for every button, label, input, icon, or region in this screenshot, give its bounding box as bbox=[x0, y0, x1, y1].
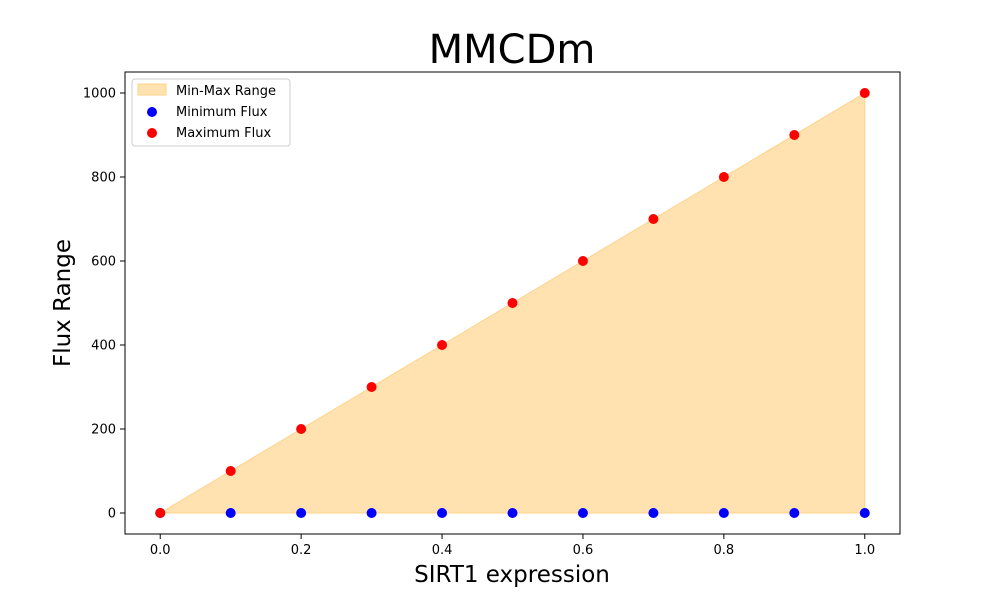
legend-label-minimum-flux: Minimum Flux bbox=[176, 105, 268, 120]
legend-label-min-max-range: Min-Max Range bbox=[176, 84, 276, 99]
maximum-flux-point bbox=[437, 340, 448, 350]
legend-marker-maximum-flux bbox=[147, 128, 157, 138]
minimum-flux-point bbox=[225, 508, 236, 518]
y-axis: 0 200 400 600 800 1000 bbox=[83, 87, 125, 522]
x-tick-label: 1.0 bbox=[854, 543, 875, 558]
y-tick-label: 0 bbox=[108, 507, 116, 522]
maximum-flux-point bbox=[577, 256, 588, 266]
maximum-flux-point bbox=[789, 130, 800, 140]
y-tick-label: 800 bbox=[91, 171, 116, 186]
minimum-flux-point bbox=[366, 508, 377, 518]
legend-label-maximum-flux: Maximum Flux bbox=[176, 126, 272, 141]
minimum-flux-point bbox=[437, 508, 448, 518]
x-axis-label: SIRT1 expression bbox=[414, 562, 610, 588]
chart-title: MMCDm bbox=[429, 27, 596, 73]
maximum-flux-point bbox=[155, 508, 166, 518]
minimum-flux-point bbox=[648, 508, 659, 518]
plot-frame bbox=[124, 71, 901, 535]
minimum-flux-point bbox=[859, 508, 870, 518]
minimum-flux-point bbox=[507, 508, 518, 518]
maximum-flux-point bbox=[859, 88, 870, 98]
x-axis: 0.0 0.2 0.4 0.6 0.8 1.0 bbox=[150, 534, 875, 558]
x-tick-label: 0.0 bbox=[150, 543, 171, 558]
points-layer bbox=[155, 88, 870, 518]
minimum-flux-point bbox=[789, 508, 800, 518]
x-tick-label: 0.2 bbox=[291, 543, 312, 558]
x-tick-label: 0.4 bbox=[432, 543, 453, 558]
y-axis-label: Flux Range bbox=[50, 239, 76, 367]
legend-swatch-min-max-range bbox=[137, 83, 167, 96]
x-tick-label: 0.6 bbox=[573, 543, 594, 558]
maximum-flux-point bbox=[648, 214, 659, 224]
minimum-flux-point bbox=[296, 508, 307, 518]
maximum-flux-point bbox=[366, 382, 377, 392]
y-tick-label: 600 bbox=[91, 255, 116, 270]
legend: Min-Max Range Minimum Flux Maximum Flux bbox=[131, 78, 291, 147]
y-tick-label: 400 bbox=[91, 339, 116, 354]
maximum-flux-point bbox=[296, 424, 307, 434]
maximum-flux-point bbox=[225, 466, 236, 476]
x-tick-label: 0.8 bbox=[714, 543, 735, 558]
legend-box bbox=[131, 78, 291, 147]
minimum-flux-point bbox=[577, 508, 588, 518]
maximum-flux-point bbox=[507, 298, 518, 308]
legend-marker-minimum-flux bbox=[147, 107, 157, 117]
y-tick-label: 200 bbox=[91, 423, 116, 438]
maximum-flux-point bbox=[718, 172, 729, 182]
minimum-flux-point bbox=[718, 508, 729, 518]
y-tick-label: 1000 bbox=[83, 87, 116, 102]
